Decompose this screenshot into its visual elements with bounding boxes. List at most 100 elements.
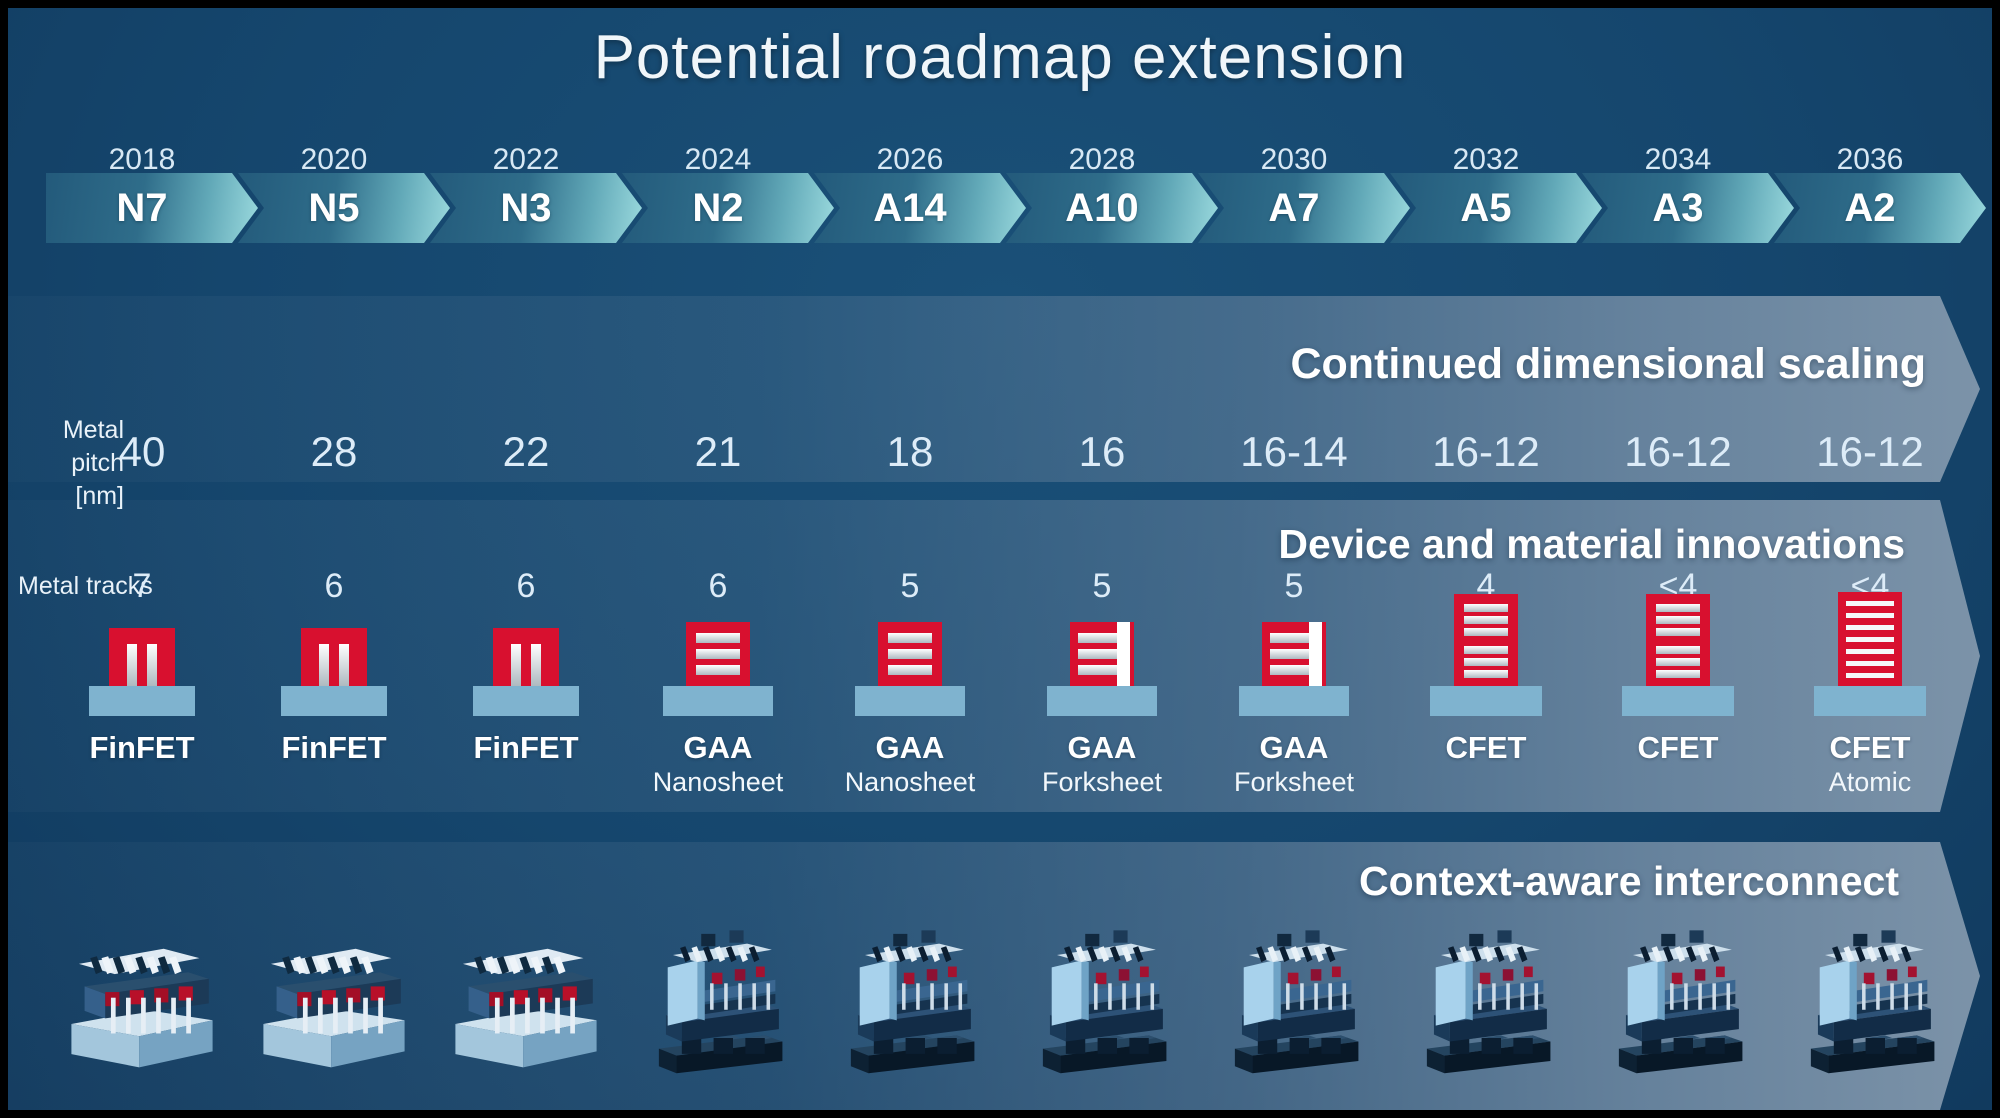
device-label: GAA (683, 730, 753, 765)
heading-dimensional-scaling: Continued dimensional scaling (1290, 340, 1926, 388)
device-label: CFET (1829, 730, 1911, 765)
metal-pitch-value: 16-12 (1624, 428, 1732, 475)
gaa-forksheet-device-icon (1239, 622, 1349, 716)
metal-tracks-value: 6 (324, 567, 344, 605)
metal-tracks-cell: 6 (430, 564, 622, 608)
year-cell: 2026 (814, 140, 1006, 180)
interconnect-cell (1390, 893, 1582, 1093)
year-label: 2026 (876, 143, 944, 176)
node-chevron-arrow (1006, 173, 1218, 243)
device-icon-cell (1198, 586, 1390, 718)
node-arrow-cell: N5 (238, 173, 450, 243)
device-icon-cell (1582, 586, 1774, 718)
device-icon-cell (430, 586, 622, 718)
year-label: 2030 (1260, 143, 1328, 176)
interconnect-row (46, 893, 1966, 1093)
metal-tracks-cell: 5 (814, 564, 1006, 608)
device-label: CFET (1637, 730, 1719, 765)
device-label: CFET (1445, 730, 1527, 765)
device-icons-row (46, 586, 1966, 718)
node-arrow-cell: A2 (1774, 173, 1986, 243)
device-label-cell: GAA Nanosheet (622, 730, 814, 799)
metal-tracks-value: 5 (1284, 567, 1304, 605)
stacked-interconnect-3d-icon (850, 930, 975, 1074)
metal-tracks-value: 5 (1092, 567, 1112, 605)
interconnect-cell (1774, 893, 1966, 1093)
stacked-interconnect-3d-icon (1618, 930, 1743, 1074)
device-icon-cell (1006, 586, 1198, 718)
metal-pitch-label-line2: [nm] (75, 482, 124, 510)
finfet-interconnect-3d-icon (71, 948, 213, 1068)
node-chevron-arrow (1198, 173, 1410, 243)
device-icon-cell (814, 586, 1006, 718)
finfet-device-icon (89, 628, 195, 716)
interconnect-cell (622, 893, 814, 1093)
metal-pitch-cell: 22 (430, 424, 622, 480)
year-cell: 2022 (430, 140, 622, 180)
band-dimensional-scaling (8, 296, 1980, 482)
device-sublabel: Forksheet (1041, 767, 1163, 797)
metal-pitch-cell: 16-14 (1198, 424, 1390, 480)
year-label: 2034 (1644, 143, 1712, 176)
cfet-device-icon (1622, 594, 1734, 716)
device-label-cell: CFET (1582, 730, 1774, 799)
metal-pitch-value: 16-14 (1240, 428, 1348, 475)
node-arrow-cell: A10 (1006, 173, 1218, 243)
year-cell: 2030 (1198, 140, 1390, 180)
node-label: N3 (500, 186, 552, 230)
year-cell: 2024 (622, 140, 814, 180)
node-arrows-row: N7 N5 N3 N2 A14 A10 A7 A5 A3 A2 (46, 173, 1986, 243)
year-label: 2020 (300, 143, 368, 176)
device-label-cell: GAA Nanosheet (814, 730, 1006, 799)
node-chevron-arrow (1582, 173, 1794, 243)
node-chevron-arrow (622, 173, 834, 243)
node-chevron-arrow (814, 173, 1026, 243)
metal-pitch-value: 22 (502, 428, 550, 475)
heading-device-innovations: Device and material innovations (1278, 521, 1905, 567)
device-label-cell: GAA Forksheet (1198, 730, 1390, 799)
node-arrow-cell: A14 (814, 173, 1026, 243)
device-label-cell: FinFET (430, 730, 622, 799)
metal-pitch-value: 18 (886, 428, 934, 475)
node-label: N7 (116, 186, 168, 230)
node-chevron-arrow (1390, 173, 1602, 243)
metal-pitch-value: 16 (1078, 428, 1126, 475)
page-title: Potential roadmap extension (593, 23, 1407, 92)
year-cell: 2020 (238, 140, 430, 180)
metal-pitch-value: 21 (694, 428, 742, 475)
device-label: GAA (1259, 730, 1329, 765)
node-chevron-arrow (430, 173, 642, 243)
metal-tracks-value: 6 (708, 567, 728, 605)
device-sublabel: Atomic (1828, 767, 1912, 797)
interconnect-cell (238, 893, 430, 1093)
cfet-atomic-device-icon (1814, 592, 1926, 716)
node-label: A14 (873, 186, 947, 230)
year-label: 2022 (492, 143, 560, 176)
metal-tracks-cell: 5 (1198, 564, 1390, 608)
device-sublabel: Nanosheet (652, 767, 784, 797)
device-label: GAA (875, 730, 945, 765)
device-labels-row: FinFET FinFET FinFET GAA Nanosheet GAA Nanoshe… (46, 730, 1966, 799)
metal-tracks-value: 5 (900, 567, 920, 605)
stacked-interconnect-3d-icon (1234, 930, 1359, 1074)
interconnect-cell (1198, 893, 1390, 1093)
metal-pitch-value: 16-12 (1432, 428, 1540, 475)
metal-pitch-row-label: Metal pitch [nm] (8, 414, 124, 513)
node-arrow-cell: A5 (1390, 173, 1602, 243)
device-label-cell: FinFET (238, 730, 430, 799)
metal-tracks-cell: 7 (46, 564, 238, 608)
gaa-nanosheet-device-icon (663, 622, 773, 716)
device-icon-cell (622, 586, 814, 718)
finfet-device-icon (281, 628, 387, 716)
interconnect-cell (46, 893, 238, 1093)
device-icon-cell (1390, 586, 1582, 718)
metal-pitch-value: 16-12 (1816, 428, 1924, 475)
interconnect-cell (430, 893, 622, 1093)
metal-pitch-cell: 18 (814, 424, 1006, 480)
metal-tracks-cell: 6 (622, 564, 814, 608)
device-icon-cell (1774, 586, 1966, 718)
node-chevron-arrow (1774, 173, 1986, 243)
interconnect-cell (1582, 893, 1774, 1093)
year-label: 2036 (1836, 143, 1904, 176)
